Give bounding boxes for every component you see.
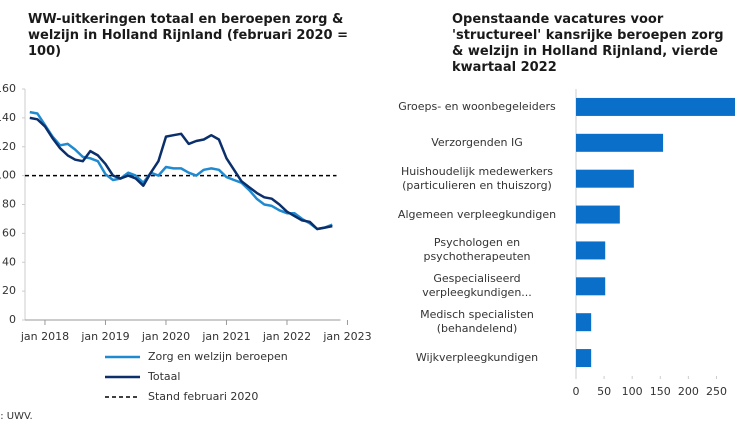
y-tick-label: Psychologen en psychotherapeuten [423,236,531,264]
y-tick-label: Verzorgenden IG [431,135,523,149]
y-tick-label: Medisch specialisten (behandelend) [420,308,534,336]
y-tick-label: 160 [0,82,16,95]
x-tick-label: 100 [622,385,643,398]
x-tick-label: jan 2023 [322,330,371,343]
y-tick-label: 20 [2,284,16,297]
chart-title: Openstaande vacatures voor 'structureel'… [452,12,724,75]
y-tick-label: Groeps- en woonbegeleiders [398,99,556,113]
bar [576,97,735,116]
x-tick-label: jan 2019 [80,330,129,343]
y-tick-label: 0 [9,313,16,326]
bar [576,205,620,224]
x-tick-label: jan 2020 [141,330,190,343]
y-tick-label: 100 [0,169,16,182]
bar [576,241,606,260]
y-tick-label: 60 [2,226,16,239]
y-tick-label: 120 [0,140,16,153]
x-tick-label: jan 2021 [201,330,250,343]
bar [576,169,634,188]
y-tick-label: Gespecialiseerd verpleegkundigen... [422,272,532,300]
chart-title: WW-uitkeringen totaal en beroepen zorg &… [28,12,349,59]
x-tick-label: 250 [706,385,727,398]
x-tick-label: 0 [573,385,580,398]
bar [576,313,592,332]
series-line [29,116,333,231]
legend-label: Zorg en welzijn beroepen [148,350,288,363]
y-tick-label: 80 [2,198,16,211]
y-tick-label: 40 [2,255,16,268]
y-tick-label: Wijkverpleegkundigen [415,351,539,365]
legend-label: Stand februari 2020 [148,390,258,403]
x-tick-label: 150 [650,385,671,398]
x-tick-label: 50 [597,385,611,398]
legend-label: Totaal [147,370,180,383]
x-tick-label: jan 2022 [262,330,311,343]
x-tick-label: 200 [678,385,699,398]
bar [576,277,606,296]
x-tick-label: jan 2018 [20,330,69,343]
series-line [29,110,333,231]
bar [576,133,664,152]
y-tick-label: Huishoudelijk medewerkers (particulieren… [400,164,553,192]
y-tick-label: 140 [0,111,16,124]
y-tick-label: Algemeen verpleegkundigen [397,207,557,221]
bar [576,349,592,368]
source: Bron: UWV. [0,411,33,422]
